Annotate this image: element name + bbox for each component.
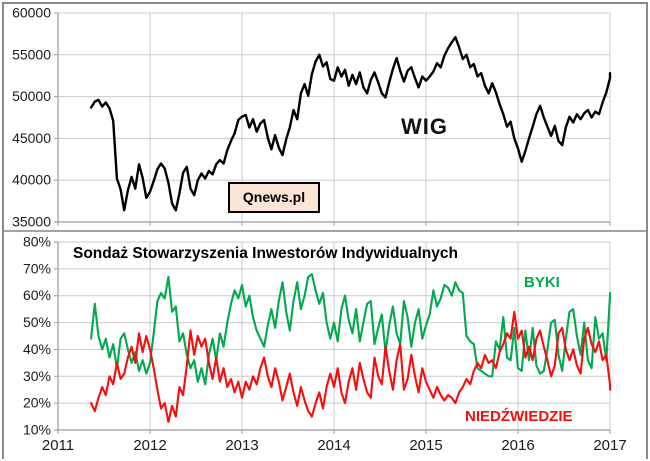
y-axis-label: 50% xyxy=(23,314,51,330)
series-wig xyxy=(89,36,612,212)
series-niedzwiedzie xyxy=(90,310,612,423)
qnews-text: Qnews.pl xyxy=(242,189,306,205)
series-byki xyxy=(90,273,612,386)
x-axis-label: 2011 xyxy=(42,437,74,454)
wig-chart: 35000 40000 45000 50000 55000 60000 xyxy=(12,5,612,230)
sentiment-chart-panel: 10% 20% 30% 40% 50% 60% 70% 80% 2011 2012 2013 2014… xyxy=(4,230,646,459)
qnews-watermark: Qnews.pl xyxy=(228,182,320,213)
x-axis-label: 2013 xyxy=(225,437,258,454)
y-axis-label: 80% xyxy=(23,234,51,250)
x-axis-label: 2014 xyxy=(317,437,350,454)
x-axis-label: 2012 xyxy=(133,437,166,454)
niedzwiedzie-series-label: NIEDŹWIEDZIE xyxy=(465,408,573,425)
y-axis-label: 60% xyxy=(23,287,51,303)
x-axis-label: 2016 xyxy=(501,437,534,454)
y-axis-label: 70% xyxy=(23,260,51,276)
y-axis-label: 50000 xyxy=(12,88,51,104)
y-axis-label: 30% xyxy=(23,368,51,384)
y-axis-label: 10% xyxy=(23,422,51,438)
x-axis-label: 2017 xyxy=(593,437,626,454)
sentiment-chart: 10% 20% 30% 40% 50% 60% 70% 80% 2011 2012 2013 2014… xyxy=(23,234,627,455)
wig-chart-panel: 35000 40000 45000 50000 55000 60000 WIG Qnews… xyxy=(4,4,646,230)
y-axis-label: 35000 xyxy=(12,214,51,230)
byki-series-label: BYKI xyxy=(524,274,560,291)
y-axis-label: 60000 xyxy=(12,5,51,21)
y-axis-label: 40000 xyxy=(12,172,51,188)
y-axis-label: 55000 xyxy=(12,46,51,62)
y-axis-label: 40% xyxy=(23,341,51,357)
y-axis-label: 45000 xyxy=(12,130,51,146)
wig-series-label: WIG xyxy=(401,114,448,139)
sentiment-chart-title: Sondaż Stowarzyszenia Inwestorów Indywid… xyxy=(73,245,458,262)
x-axis-label: 2015 xyxy=(409,437,442,454)
y-axis-label: 20% xyxy=(23,395,51,411)
